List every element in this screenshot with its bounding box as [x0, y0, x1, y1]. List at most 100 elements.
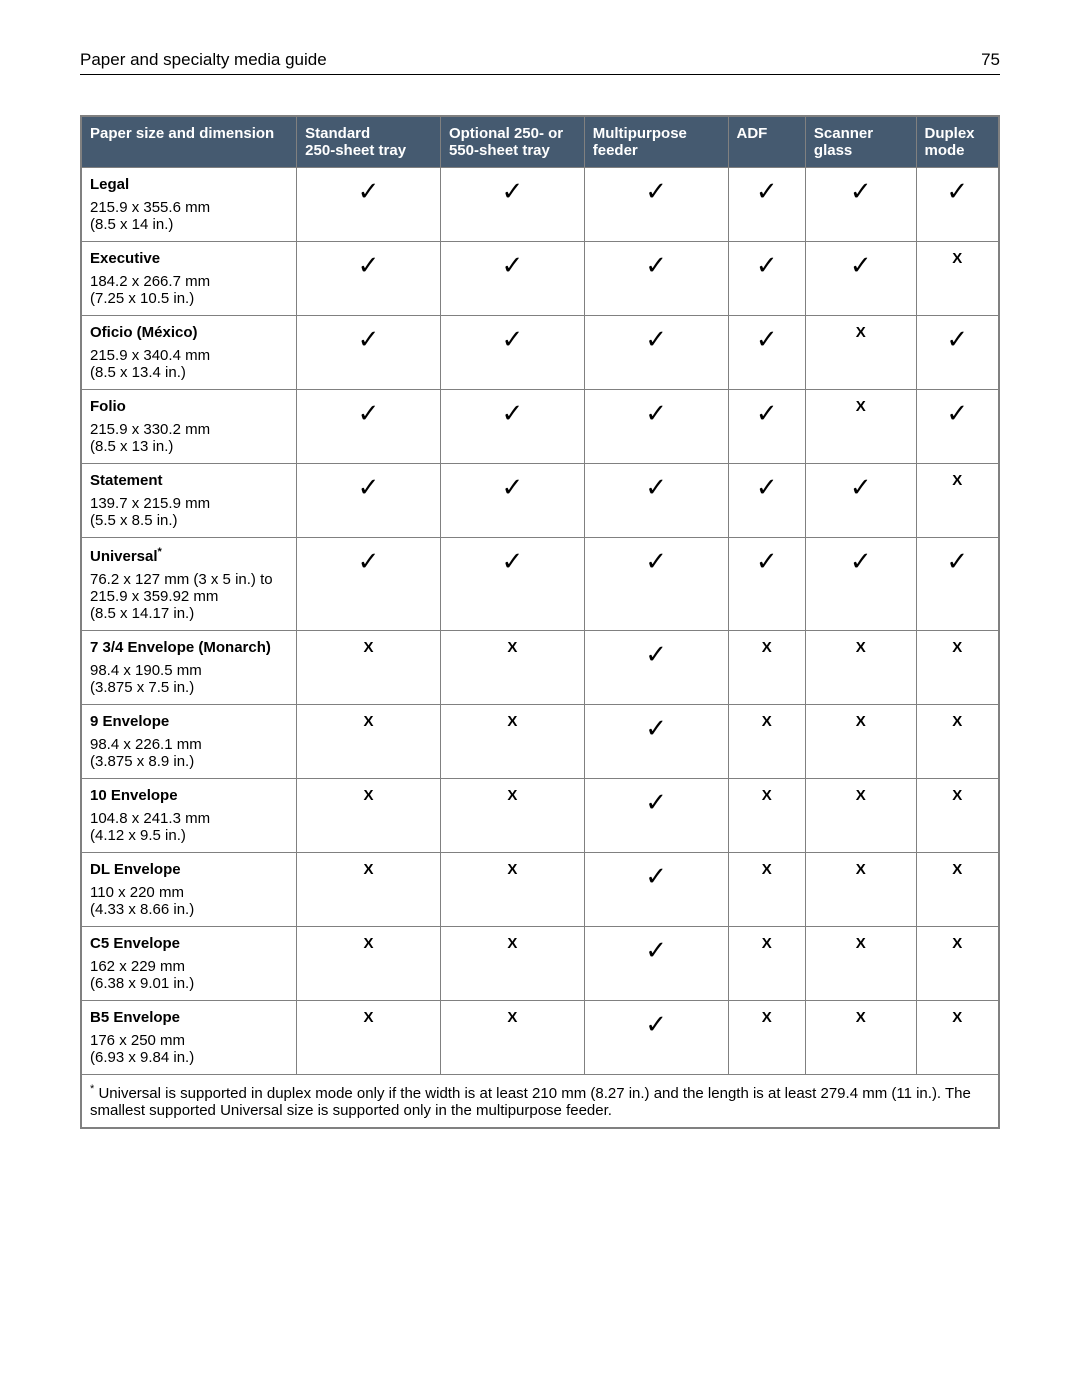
- paper-size-name: Folio: [90, 398, 288, 415]
- supported-mark: ✓: [584, 853, 728, 927]
- check-icon: ✓: [946, 546, 968, 576]
- check-icon: ✓: [501, 398, 523, 428]
- footnote-text: Universal is supported in duplex mode on…: [90, 1085, 971, 1119]
- cross-icon: X: [856, 398, 866, 415]
- check-icon: ✓: [358, 472, 380, 502]
- supported-mark: ✓: [584, 779, 728, 853]
- supported-mark: ✓: [916, 316, 999, 390]
- supported-mark: ✓: [728, 538, 805, 631]
- paper-size-name: Universal*: [90, 546, 288, 565]
- column-header: Duplex mode: [916, 116, 999, 168]
- paper-size-cell: Statement139.7 x 215.9 mm(5.5 x 8.5 in.): [81, 464, 297, 538]
- cross-icon: X: [856, 639, 866, 656]
- unsupported-mark: X: [440, 853, 584, 927]
- paper-size-cell: 7 3/4 Envelope (Monarch)98.4 x 190.5 mm(…: [81, 631, 297, 705]
- cross-icon: X: [762, 1009, 772, 1026]
- check-icon: ✓: [645, 176, 667, 206]
- paper-size-name: 7 3/4 Envelope (Monarch): [90, 639, 288, 656]
- paper-size-dimension-mm: 162 x 229 mm: [90, 958, 288, 975]
- check-icon: ✓: [501, 546, 523, 576]
- column-header: Paper size and dimension: [81, 116, 297, 168]
- paper-size-dimension-mm: 215.9 x 340.4 mm: [90, 347, 288, 364]
- unsupported-mark: X: [916, 927, 999, 1001]
- unsupported-mark: X: [916, 705, 999, 779]
- paper-size-cell: 9 Envelope98.4 x 226.1 mm(3.875 x 8.9 in…: [81, 705, 297, 779]
- cross-icon: X: [856, 861, 866, 878]
- supported-mark: ✓: [805, 242, 916, 316]
- unsupported-mark: X: [805, 853, 916, 927]
- supported-mark: ✓: [805, 464, 916, 538]
- check-icon: ✓: [850, 250, 872, 280]
- supported-mark: ✓: [916, 538, 999, 631]
- supported-mark: ✓: [440, 316, 584, 390]
- cross-icon: X: [856, 324, 866, 341]
- cross-icon: X: [507, 787, 517, 804]
- unsupported-mark: X: [916, 242, 999, 316]
- unsupported-mark: X: [805, 779, 916, 853]
- paper-size-dimension-in: (8.5 x 14.17 in.): [90, 605, 288, 622]
- check-icon: ✓: [756, 176, 778, 206]
- table-row: Statement139.7 x 215.9 mm(5.5 x 8.5 in.)…: [81, 464, 999, 538]
- supported-mark: ✓: [728, 464, 805, 538]
- unsupported-mark: X: [805, 390, 916, 464]
- paper-size-dimension-in: (8.5 x 13.4 in.): [90, 364, 288, 381]
- check-icon: ✓: [358, 250, 380, 280]
- supported-mark: ✓: [297, 538, 441, 631]
- unsupported-mark: X: [805, 631, 916, 705]
- unsupported-mark: X: [916, 779, 999, 853]
- cross-icon: X: [856, 787, 866, 804]
- paper-size-cell: Executive184.2 x 266.7 mm(7.25 x 10.5 in…: [81, 242, 297, 316]
- supported-mark: ✓: [916, 168, 999, 242]
- unsupported-mark: X: [916, 464, 999, 538]
- cross-icon: X: [507, 1009, 517, 1026]
- supported-mark: ✓: [440, 538, 584, 631]
- cross-icon: X: [952, 639, 962, 656]
- check-icon: ✓: [756, 472, 778, 502]
- column-header: Standard 250‑sheet tray: [297, 116, 441, 168]
- cross-icon: X: [507, 639, 517, 656]
- cross-icon: X: [364, 861, 374, 878]
- unsupported-mark: X: [297, 927, 441, 1001]
- paper-size-name: Legal: [90, 176, 288, 193]
- check-icon: ✓: [358, 546, 380, 576]
- unsupported-mark: X: [728, 1001, 805, 1075]
- paper-size-table: Paper size and dimensionStandard 250‑she…: [80, 115, 1000, 1129]
- supported-mark: ✓: [916, 390, 999, 464]
- supported-mark: ✓: [584, 631, 728, 705]
- check-icon: ✓: [358, 398, 380, 428]
- paper-size-name: 10 Envelope: [90, 787, 288, 804]
- paper-size-dimension-mm: 176 x 250 mm: [90, 1032, 288, 1049]
- paper-size-dimension-in: (8.5 x 14 in.): [90, 216, 288, 233]
- check-icon: ✓: [358, 176, 380, 206]
- cross-icon: X: [364, 787, 374, 804]
- check-icon: ✓: [501, 324, 523, 354]
- supported-mark: ✓: [584, 316, 728, 390]
- paper-size-dimension-in: (8.5 x 13 in.): [90, 438, 288, 455]
- supported-mark: ✓: [584, 1001, 728, 1075]
- supported-mark: ✓: [584, 538, 728, 631]
- supported-mark: ✓: [584, 464, 728, 538]
- paper-size-dimension-mm: 139.7 x 215.9 mm: [90, 495, 288, 512]
- supported-mark: ✓: [584, 705, 728, 779]
- paper-size-dimension-in: (4.33 x 8.66 in.): [90, 901, 288, 918]
- paper-size-cell: Oficio (México)215.9 x 340.4 mm(8.5 x 13…: [81, 316, 297, 390]
- unsupported-mark: X: [728, 779, 805, 853]
- supported-mark: ✓: [805, 538, 916, 631]
- paper-size-name: DL Envelope: [90, 861, 288, 878]
- paper-size-dimension-mm: 98.4 x 190.5 mm: [90, 662, 288, 679]
- unsupported-mark: X: [728, 853, 805, 927]
- check-icon: ✓: [756, 324, 778, 354]
- check-icon: ✓: [645, 935, 667, 965]
- check-icon: ✓: [645, 324, 667, 354]
- cross-icon: X: [507, 935, 517, 952]
- unsupported-mark: X: [440, 705, 584, 779]
- cross-icon: X: [507, 713, 517, 730]
- supported-mark: ✓: [584, 168, 728, 242]
- check-icon: ✓: [501, 250, 523, 280]
- table-row: 9 Envelope98.4 x 226.1 mm(3.875 x 8.9 in…: [81, 705, 999, 779]
- cross-icon: X: [856, 1009, 866, 1026]
- table-row: Executive184.2 x 266.7 mm(7.25 x 10.5 in…: [81, 242, 999, 316]
- unsupported-mark: X: [440, 927, 584, 1001]
- cross-icon: X: [364, 1009, 374, 1026]
- cross-icon: X: [762, 787, 772, 804]
